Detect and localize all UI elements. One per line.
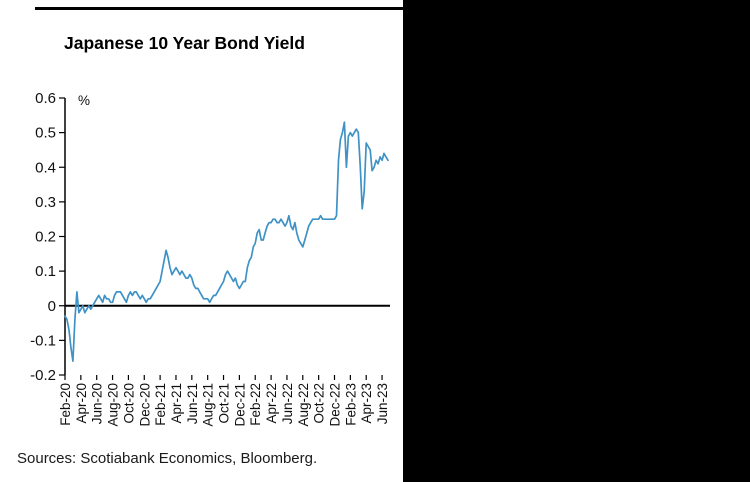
x-axis-tick-label: Jun-23 <box>375 383 390 424</box>
x-axis-tick-label: Feb-20 <box>58 383 73 426</box>
x-axis-tick-label: Feb-23 <box>343 383 358 426</box>
x-axis-tick-label: Dec-22 <box>327 383 342 427</box>
y-axis-tick-label: 0.3 <box>35 194 56 211</box>
x-axis-tick-label: Aug-20 <box>106 383 121 427</box>
source-note: Sources: Scotiabank Economics, Bloomberg… <box>17 450 318 467</box>
x-axis-tick-label: Jun-22 <box>280 383 295 424</box>
y-axis-unit-label: % <box>78 93 90 108</box>
y-axis-tick-label: -0.1 <box>30 332 56 349</box>
x-axis-tick-label: Dec-20 <box>137 383 152 427</box>
y-axis-tick-label: 0.4 <box>35 159 56 176</box>
x-axis-tick-label: Apr-23 <box>359 383 374 424</box>
y-axis-tick-label: 0.2 <box>35 229 56 246</box>
x-axis-tick-label: Oct-20 <box>121 383 136 424</box>
x-axis-tick-label: Jun-20 <box>90 383 105 424</box>
chart-title: Japanese 10 Year Bond Yield <box>64 33 305 53</box>
y-axis-tick-label: 0.5 <box>35 125 56 142</box>
side-panel-black <box>403 0 750 482</box>
yield-line-series <box>64 121 389 362</box>
x-axis-tick-label: Aug-22 <box>296 383 311 427</box>
x-axis-tick-label: Feb-22 <box>248 383 263 426</box>
x-axis-tick-label: Apr-20 <box>74 383 89 424</box>
x-axis-tick-label: Oct-22 <box>312 383 327 424</box>
y-axis-tick-label: 0.6 <box>35 90 56 107</box>
x-axis-tick-label: Apr-22 <box>264 383 279 424</box>
x-axis-tick-label: Aug-21 <box>201 383 216 427</box>
x-axis-tick-label: Jun-21 <box>185 383 200 424</box>
y-axis-tick-label: 0.1 <box>35 263 56 280</box>
y-axis-tick-label: 0 <box>48 298 56 315</box>
chart-top-rule <box>35 7 403 10</box>
x-axis-tick-label: Feb-21 <box>153 383 168 426</box>
x-axis-tick-label: Oct-21 <box>217 383 232 424</box>
x-axis-tick-label: Apr-21 <box>169 383 184 424</box>
x-axis-tick-label: Dec-21 <box>232 383 247 427</box>
y-axis-tick-label: -0.2 <box>30 367 56 384</box>
